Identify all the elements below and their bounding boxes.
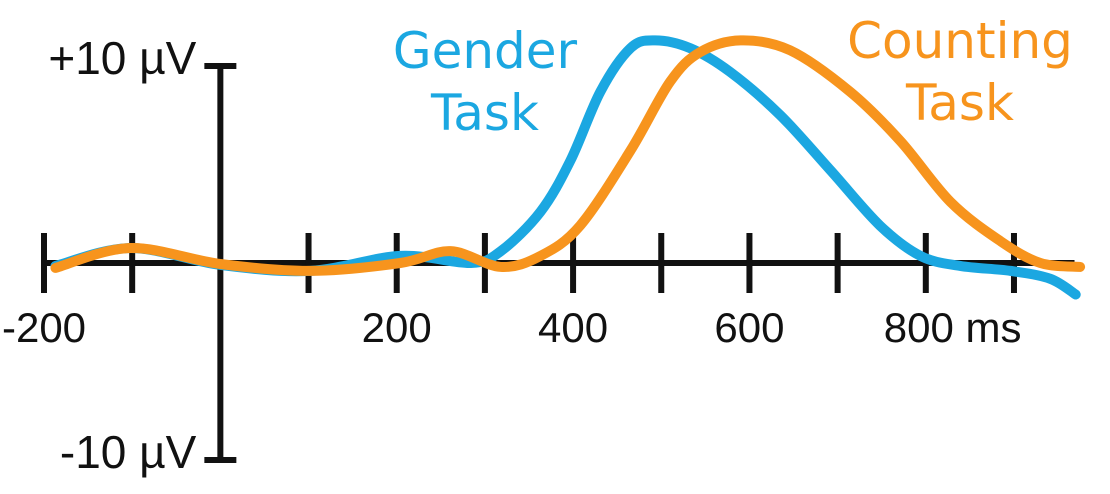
x-tick-label: 800 ms (884, 304, 1022, 351)
series-label: Counting Task (847, 12, 1073, 132)
y-tick-label: +10 µV (48, 32, 196, 84)
x-tick-label: 600 (714, 304, 784, 351)
series-line (50, 35, 1086, 276)
x-tick-label: -200 (2, 304, 86, 351)
x-tick-label: 400 (538, 304, 608, 351)
y-tick-label: -10 µV (60, 426, 197, 478)
x-tick-label: 200 (362, 304, 432, 351)
series-label: Gender Task (392, 22, 578, 142)
